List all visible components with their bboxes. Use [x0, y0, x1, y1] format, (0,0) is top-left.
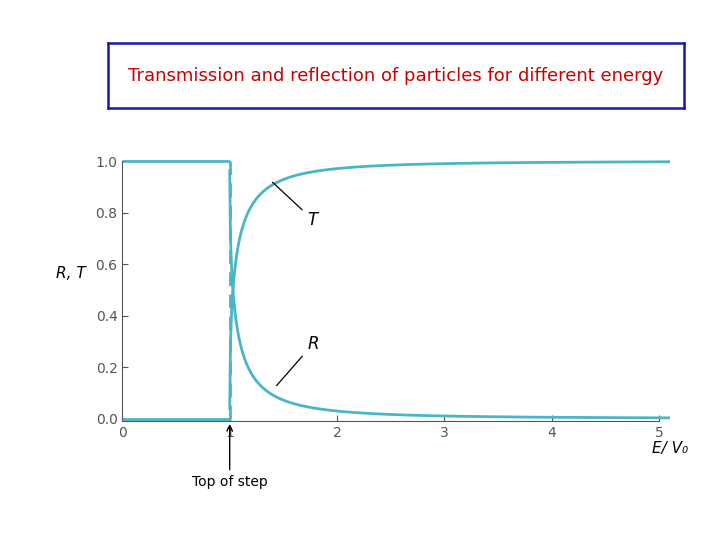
Text: Transmission and reflection of particles for different energy: Transmission and reflection of particles… — [128, 66, 664, 85]
Text: Top of step: Top of step — [192, 426, 268, 489]
Y-axis label: R, T: R, T — [55, 266, 86, 281]
Text: $T$: $T$ — [272, 182, 320, 230]
Text: $R$: $R$ — [276, 335, 319, 386]
X-axis label: E/ V₀: E/ V₀ — [652, 441, 688, 456]
